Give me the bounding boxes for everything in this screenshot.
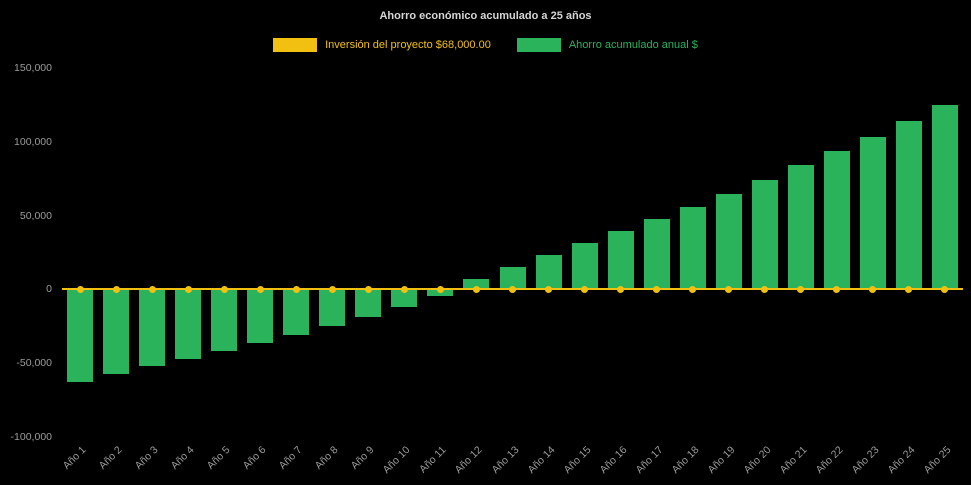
y-axis-label: 0 bbox=[46, 283, 52, 296]
bar-ano-22[interactable] bbox=[823, 151, 850, 290]
line-marker-ano-15[interactable] bbox=[581, 285, 589, 293]
line-marker-ano-3[interactable] bbox=[148, 285, 156, 293]
bar-ano-17[interactable] bbox=[643, 218, 670, 290]
y-axis-label: 50,000 bbox=[19, 209, 52, 222]
line-marker-ano-21[interactable] bbox=[797, 285, 805, 293]
line-marker-ano-5[interactable] bbox=[220, 285, 228, 293]
line-marker-ano-25[interactable] bbox=[941, 285, 949, 293]
line-marker-ano-4[interactable] bbox=[184, 285, 192, 293]
line-marker-ano-19[interactable] bbox=[725, 285, 733, 293]
legend-label: Inversión del proyecto $68,000.00 bbox=[325, 39, 491, 51]
bar-ano-15[interactable] bbox=[571, 242, 598, 290]
line-marker-ano-14[interactable] bbox=[545, 285, 553, 293]
line-marker-ano-10[interactable] bbox=[400, 285, 408, 293]
y-axis-label: -100,000 bbox=[10, 431, 52, 443]
line-marker-ano-23[interactable] bbox=[869, 285, 877, 293]
bar-ano-8[interactable] bbox=[319, 289, 346, 327]
line-marker-ano-8[interactable] bbox=[328, 285, 336, 293]
bar-ano-5[interactable] bbox=[211, 289, 238, 352]
bar-ano-3[interactable] bbox=[139, 289, 166, 367]
bar-ano-19[interactable] bbox=[715, 194, 742, 290]
bar-ano-12[interactable] bbox=[463, 279, 490, 290]
line-marker-ano-18[interactable] bbox=[689, 285, 697, 293]
bar-ano-9[interactable] bbox=[355, 289, 382, 318]
bar-ano-14[interactable] bbox=[535, 255, 562, 290]
legend: Inversión del proyecto $68,000.00 Ahorro … bbox=[0, 38, 971, 52]
bar-ano-25[interactable] bbox=[931, 104, 958, 290]
bar-ano-10[interactable] bbox=[391, 289, 418, 308]
legend-swatch-icon bbox=[273, 38, 318, 52]
bar-ano-1[interactable] bbox=[67, 289, 94, 383]
y-axis-label: 100,000 bbox=[14, 135, 52, 148]
line-marker-ano-11[interactable] bbox=[436, 285, 444, 293]
bar-ano-7[interactable] bbox=[283, 289, 310, 336]
bar-ano-18[interactable] bbox=[679, 206, 706, 290]
bar-ano-2[interactable] bbox=[103, 289, 130, 375]
line-marker-ano-7[interactable] bbox=[292, 285, 300, 293]
line-marker-ano-20[interactable] bbox=[761, 285, 769, 293]
y-axis: -100,000 -50,000 0 50,000 100,000 150,000 bbox=[0, 62, 56, 443]
chart-title: Ahorro económico acumulado a 25 años bbox=[379, 10, 592, 22]
line-marker-ano-16[interactable] bbox=[617, 285, 625, 293]
x-axis: Año 1 Año 2 Año 3 Año 4 Año 5 Año 6 Año 7 Año 8… bbox=[61, 437, 963, 485]
line-marker-ano-22[interactable] bbox=[833, 285, 841, 293]
line-marker-ano-17[interactable] bbox=[653, 285, 661, 293]
bar-ano-24[interactable] bbox=[895, 121, 922, 290]
legend-item-ahorro[interactable]: Ahorro acumulado anual $ bbox=[516, 38, 698, 52]
legend-item-inversion[interactable]: Inversión del proyecto $68,000.00 bbox=[273, 38, 491, 52]
plot-area bbox=[62, 68, 963, 437]
bar-ano-6[interactable] bbox=[247, 289, 274, 344]
bar-ano-4[interactable] bbox=[175, 289, 202, 359]
line-marker-ano-13[interactable] bbox=[509, 285, 516, 293]
line-marker-ano-6[interactable] bbox=[256, 285, 264, 293]
bar-ano-23[interactable] bbox=[859, 137, 886, 290]
legend-label: Ahorro acumulado anual $ bbox=[568, 39, 698, 51]
legend-swatch-icon bbox=[516, 38, 561, 52]
bar-ano-21[interactable] bbox=[787, 165, 814, 290]
bar-ano-20[interactable] bbox=[751, 180, 778, 290]
bar-ano-16[interactable] bbox=[607, 231, 634, 290]
line-marker-ano-12[interactable] bbox=[472, 285, 480, 293]
line-marker-ano-9[interactable] bbox=[364, 285, 372, 293]
y-axis-label: 150,000 bbox=[14, 62, 52, 74]
line-marker-ano-1[interactable] bbox=[76, 285, 84, 293]
y-axis-label: -50,000 bbox=[16, 357, 52, 370]
line-marker-ano-2[interactable] bbox=[112, 285, 120, 293]
bar-ano-13[interactable] bbox=[499, 267, 526, 290]
line-marker-ano-24[interactable] bbox=[905, 285, 913, 293]
